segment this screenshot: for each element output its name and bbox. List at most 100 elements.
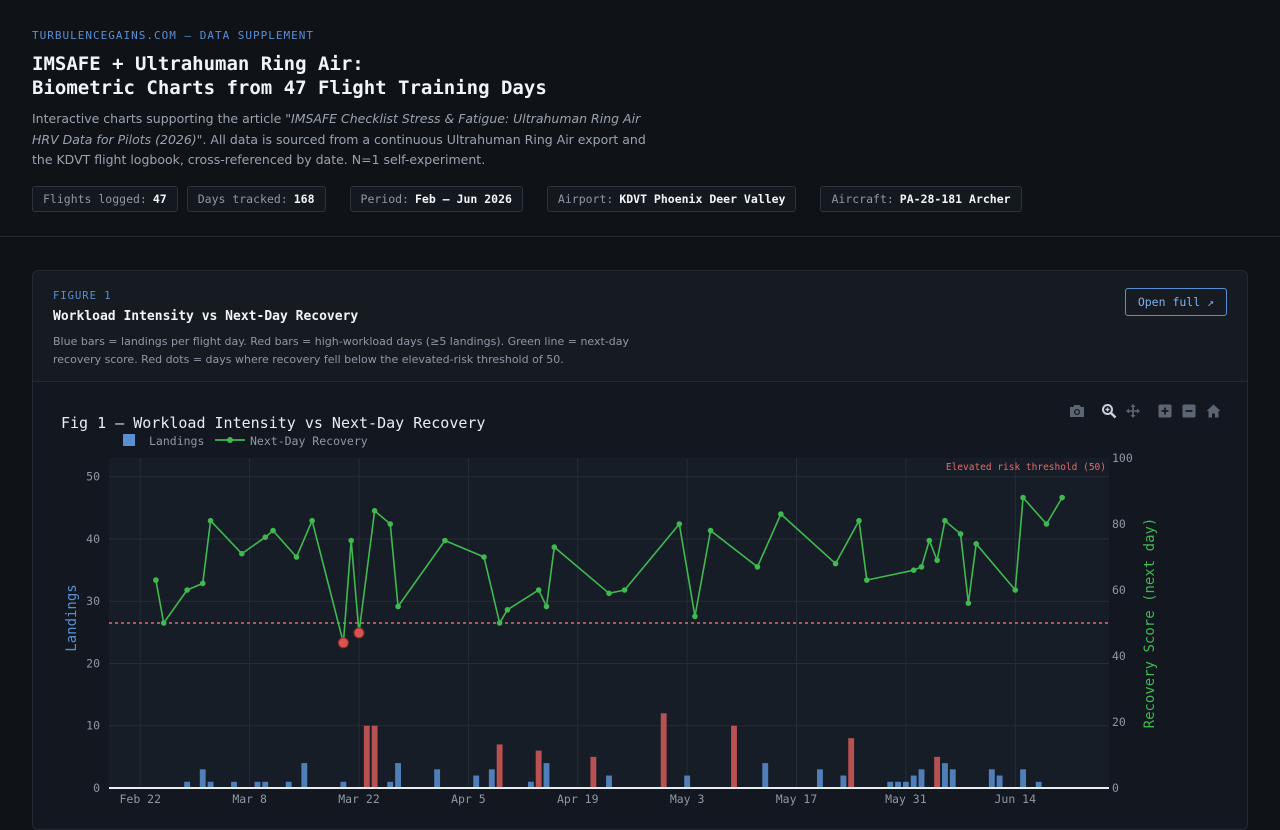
zoom-in-icon[interactable] — [1153, 402, 1177, 420]
x-tick-label: May 3 — [670, 792, 705, 806]
recovery-point — [1020, 494, 1026, 501]
legend-marker-recovery — [227, 437, 233, 443]
chip-label: Days tracked: — [197, 192, 288, 206]
chip-label: Aircraft: — [831, 192, 894, 206]
x-tick-label: May 17 — [776, 792, 818, 806]
recovery-point — [1059, 494, 1065, 501]
recovery-point — [371, 508, 378, 514]
figure-card: FIGURE 1 Workload Intensity vs Next-Day … — [32, 270, 1248, 830]
x-tick-label: Mar 22 — [338, 792, 380, 806]
recovery-point — [621, 587, 628, 593]
recovery-point — [973, 541, 979, 547]
recovery-point — [778, 511, 784, 517]
bar-landings — [207, 781, 214, 788]
y-tick-label: 50 — [86, 470, 100, 484]
y-tick-label: 40 — [86, 532, 100, 546]
recovery-point — [864, 577, 870, 583]
bar-landings — [340, 781, 347, 788]
plot-area: Fig 1 — Workload Intensity vs Next-Day R… — [33, 382, 1248, 830]
chip-value: 47 — [152, 192, 167, 206]
home-icon[interactable] — [1201, 402, 1225, 420]
x-tick-label: Jun 14 — [994, 792, 1036, 806]
recovery-point — [926, 537, 933, 544]
intro-suffix: . All data is sourced from a continuous … — [32, 131, 646, 168]
bar-landings — [473, 775, 480, 788]
figure-header: FIGURE 1 Workload Intensity vs Next-Day … — [33, 271, 1247, 382]
recovery-point — [1043, 521, 1050, 527]
page-header: TURBULENCEGAINS.COM — DATA SUPPLEMENT IM… — [0, 0, 1280, 237]
recovery-point — [754, 564, 761, 570]
bar-landings — [918, 769, 925, 788]
bar-landings — [887, 781, 894, 788]
chip-value: Feb – Jun 2026 — [414, 192, 512, 206]
bar-high-workload — [496, 744, 503, 788]
recovery-point — [199, 580, 206, 587]
bar-landings — [996, 775, 1003, 788]
chart-modebar — [1065, 402, 1225, 420]
recovery-point — [442, 537, 448, 544]
bar-landings — [895, 781, 901, 788]
y-tick-label: 0 — [93, 781, 100, 795]
bar-landings — [988, 769, 995, 788]
chip-label: Flights logged: — [43, 192, 147, 206]
recovery-point — [387, 521, 394, 527]
y2-axis-label: Recovery Score (next day) — [1142, 518, 1158, 729]
bar-high-workload — [660, 713, 667, 788]
y-axis-label: Landings — [64, 584, 80, 651]
y2-tick-label: 40 — [1112, 649, 1126, 663]
y-axis-ticks: 0 10 20 30 40 50 — [86, 470, 100, 795]
stat-chips: Flights logged: 47 Days tracked: 168 Perio… — [32, 186, 1022, 212]
y2-tick-label: 100 — [1112, 451, 1133, 465]
bar-landings — [231, 781, 237, 788]
threshold-label: Elevated risk threshold (50) — [946, 462, 1106, 473]
recovery-point — [160, 620, 167, 626]
bar-landings — [285, 781, 292, 788]
bar-high-workload — [590, 756, 597, 788]
recovery-point — [606, 590, 612, 597]
intro-article-link[interactable]: "IMSAFE Checklist Stress & Fatigue: Ultr… — [32, 111, 641, 147]
legend-swatch-landings — [123, 434, 135, 446]
recovery-point — [153, 577, 159, 583]
chip-value: PA-28-181 Archer — [899, 192, 1011, 206]
recovery-point — [496, 620, 503, 626]
zoom-icon[interactable] — [1097, 402, 1121, 420]
bar-high-workload — [848, 738, 855, 788]
page-title-line1: IMSAFE + Ultrahuman Ring Air: — [32, 53, 364, 75]
bar-landings — [301, 763, 308, 788]
bar-high-workload — [363, 725, 370, 788]
recovery-point — [692, 613, 698, 620]
recovery-point — [207, 517, 214, 524]
recovery-point — [957, 531, 964, 537]
camera-icon[interactable] — [1065, 402, 1089, 420]
recovery-point — [481, 554, 487, 560]
bar-landings — [902, 781, 909, 788]
bar-landings — [910, 775, 917, 788]
bar-high-workload — [535, 750, 542, 788]
bar-landings — [199, 769, 206, 788]
chart-svg[interactable]: Fig 1 — Workload Intensity vs Next-Day R… — [33, 382, 1248, 830]
bar-landings — [488, 769, 495, 788]
recovery-point — [707, 527, 714, 534]
chip-value: 168 — [293, 192, 315, 206]
open-full-button[interactable]: Open full ↗ — [1124, 288, 1227, 316]
recovery-point — [239, 550, 245, 557]
y-tick-label: 20 — [86, 656, 100, 670]
chip-label: Airport: — [557, 192, 614, 206]
bar-landings — [254, 781, 261, 788]
bar-landings — [840, 775, 847, 788]
recovery-point — [1012, 587, 1019, 593]
pan-icon[interactable] — [1121, 402, 1145, 420]
recovery-point — [965, 600, 972, 606]
y2-tick-label: 60 — [1112, 583, 1126, 597]
recovery-point — [293, 554, 300, 560]
bar-landings — [527, 781, 534, 788]
chip-value: KDVT Phoenix Deer Valley — [619, 192, 786, 206]
recovery-point — [395, 603, 401, 610]
chart-legend[interactable]: Landings Next-Day Recovery — [123, 434, 368, 448]
chip-aircraft: Aircraft: PA-28-181 Archer — [820, 186, 1022, 212]
page-title-line2: Biometric Charts from 47 Flight Training… — [32, 77, 547, 99]
recovery-point — [348, 537, 354, 544]
bar-landings — [184, 781, 191, 788]
zoom-out-icon[interactable] — [1177, 402, 1201, 420]
bar-landings — [1020, 769, 1026, 788]
